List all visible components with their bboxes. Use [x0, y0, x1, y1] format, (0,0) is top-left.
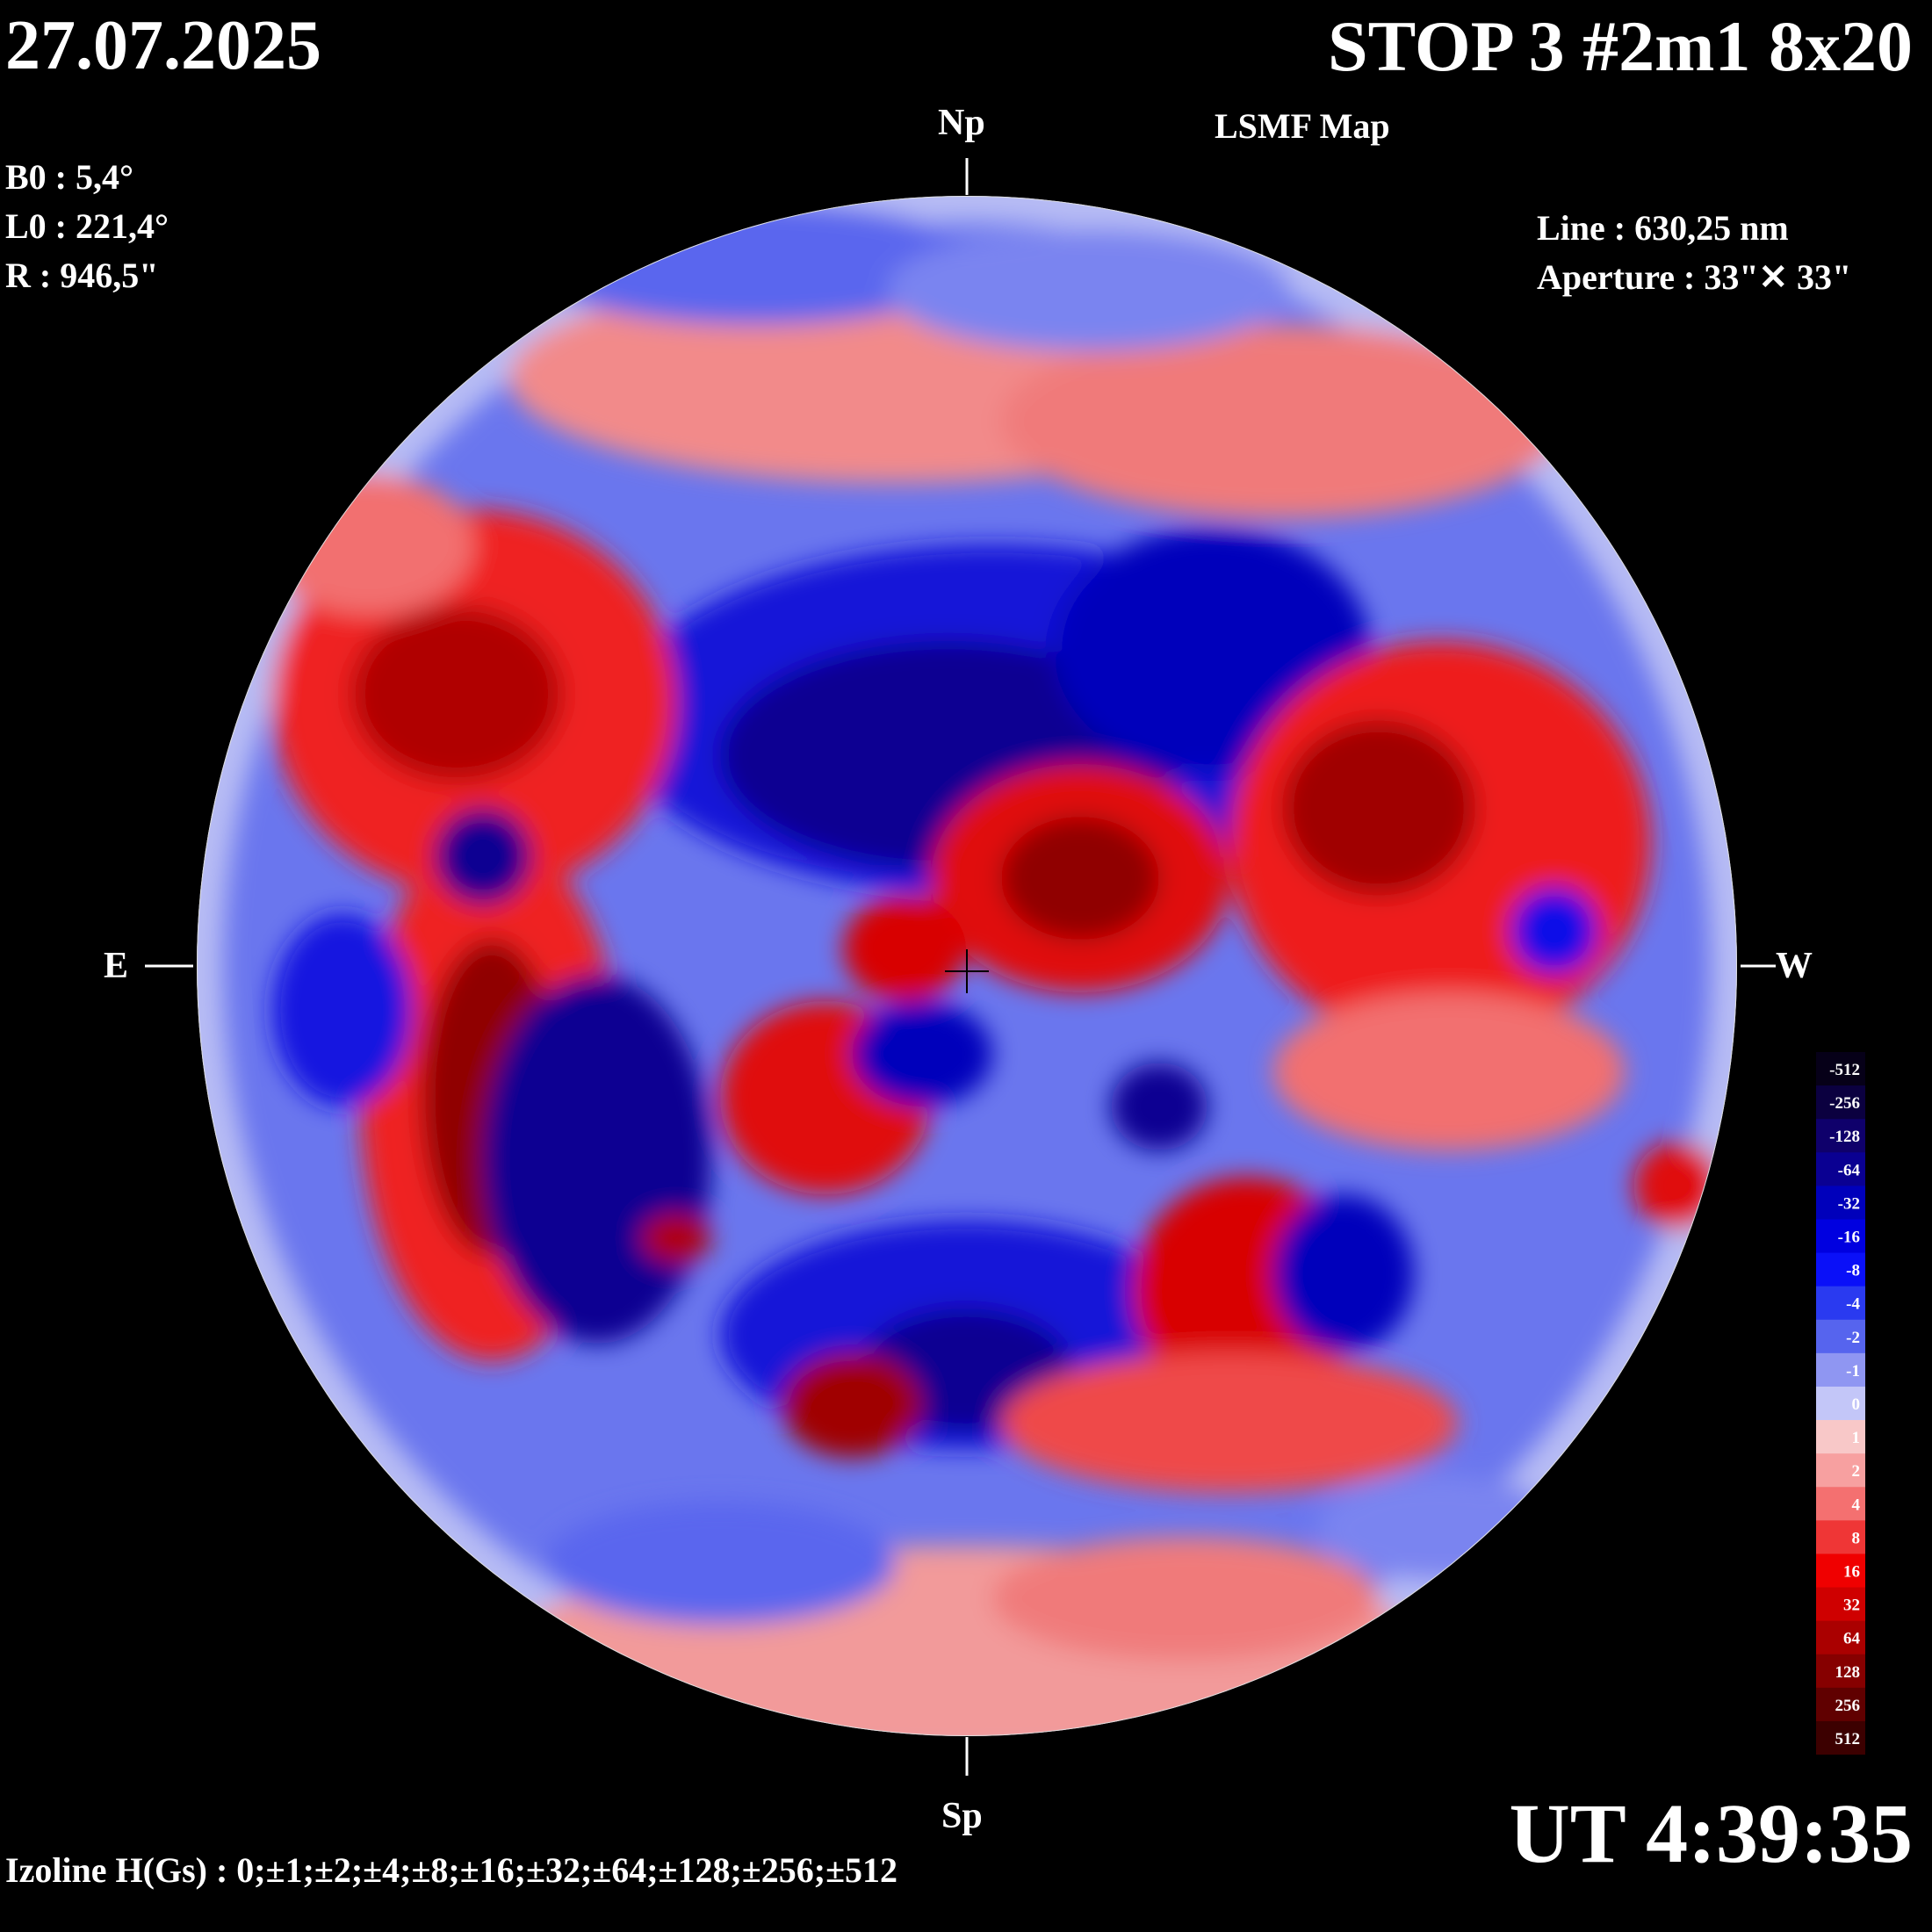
- spectral-line-info: Line : 630,25 nm: [1537, 208, 1789, 248]
- colorbar-swatch: [1816, 1152, 1865, 1186]
- colorbar-swatch: [1816, 1319, 1865, 1354]
- colorbar-swatch: [1816, 1654, 1865, 1689]
- colorbar-label: 32: [1843, 1597, 1860, 1615]
- colorbar-label: -2: [1846, 1329, 1860, 1347]
- colorbar-swatch: [1816, 1052, 1865, 1086]
- colorbar-label: -512: [1829, 1061, 1860, 1079]
- colorbar-swatch: [1816, 1119, 1865, 1153]
- l0-parameter: L0 : 221,4°: [5, 206, 169, 246]
- b0-parameter: B0 : 5,4°: [5, 157, 133, 197]
- colorbar-label: -32: [1838, 1194, 1860, 1213]
- colorbar-swatch: [1816, 1186, 1865, 1220]
- colorbar-label: -1: [1846, 1362, 1860, 1381]
- colorbar-swatch: [1816, 1219, 1865, 1254]
- colorbar-swatch: [1816, 1286, 1865, 1321]
- observation-date: 27.07.2025: [5, 7, 321, 84]
- colorbar-label: 4: [1852, 1496, 1861, 1514]
- colorbar-label: -64: [1838, 1161, 1861, 1179]
- colorbar-label: -256: [1829, 1094, 1860, 1113]
- colorbar-swatch: [1816, 1587, 1865, 1622]
- radius-parameter: R : 946,5": [5, 256, 159, 295]
- south-pole-label: Sp: [941, 1796, 983, 1836]
- izoline-legend: Izoline H(Gs) : 0;±1;±2;±4;±8;±16;±32;±6…: [5, 1850, 898, 1890]
- colorbar-label: -4: [1846, 1295, 1860, 1314]
- colorbar-swatch: [1816, 1453, 1865, 1488]
- colorbar-label: 128: [1835, 1663, 1861, 1682]
- colorbar-swatch: [1816, 1352, 1865, 1388]
- colorbar-label: 8: [1852, 1529, 1861, 1547]
- colorbar-swatch: [1816, 1085, 1865, 1120]
- colorbar-label: 256: [1835, 1697, 1861, 1715]
- colorbar-label: 0: [1852, 1395, 1861, 1414]
- colorbar-label: -128: [1829, 1128, 1860, 1146]
- colorbar-swatch: [1816, 1487, 1865, 1521]
- ut-time: UT 4:39:35: [1509, 1786, 1913, 1880]
- colorbar-label: 64: [1843, 1630, 1861, 1648]
- colorbar-swatch: [1816, 1386, 1865, 1421]
- colorbar-label: -16: [1838, 1229, 1860, 1247]
- west-label: W: [1776, 946, 1813, 986]
- colorbar-label: 1: [1852, 1429, 1861, 1447]
- map-title: STOP 3 #2m1 8x20: [1328, 6, 1913, 86]
- colorbar-swatch: [1816, 1420, 1865, 1454]
- colorbar-swatch: [1816, 1687, 1865, 1722]
- colorbar-label: -8: [1846, 1262, 1860, 1280]
- colorbar-swatch: [1816, 1620, 1865, 1655]
- east-label: E: [104, 946, 129, 986]
- field-regions: [197, 196, 1737, 1736]
- colorbar-label: 16: [1843, 1562, 1860, 1581]
- aperture-info: Aperture : 33"✕ 33": [1537, 257, 1852, 297]
- colorbar-swatch: [1816, 1252, 1865, 1287]
- colorbar-swatch: [1816, 1520, 1865, 1554]
- map-subtitle: LSMF Map: [1215, 106, 1390, 146]
- colorbar-label: 2: [1852, 1462, 1861, 1481]
- north-pole-label: Np: [938, 103, 985, 143]
- colorbar-label: 512: [1835, 1730, 1861, 1748]
- colorbar-swatch: [1816, 1720, 1865, 1755]
- colorbar-legend: -512 -256 -128 -64 -32 -16 -8 -4 -2 -1 0 1 2 4 8 16 32 64…: [1816, 1052, 1865, 1755]
- colorbar-swatch: [1816, 1554, 1865, 1589]
